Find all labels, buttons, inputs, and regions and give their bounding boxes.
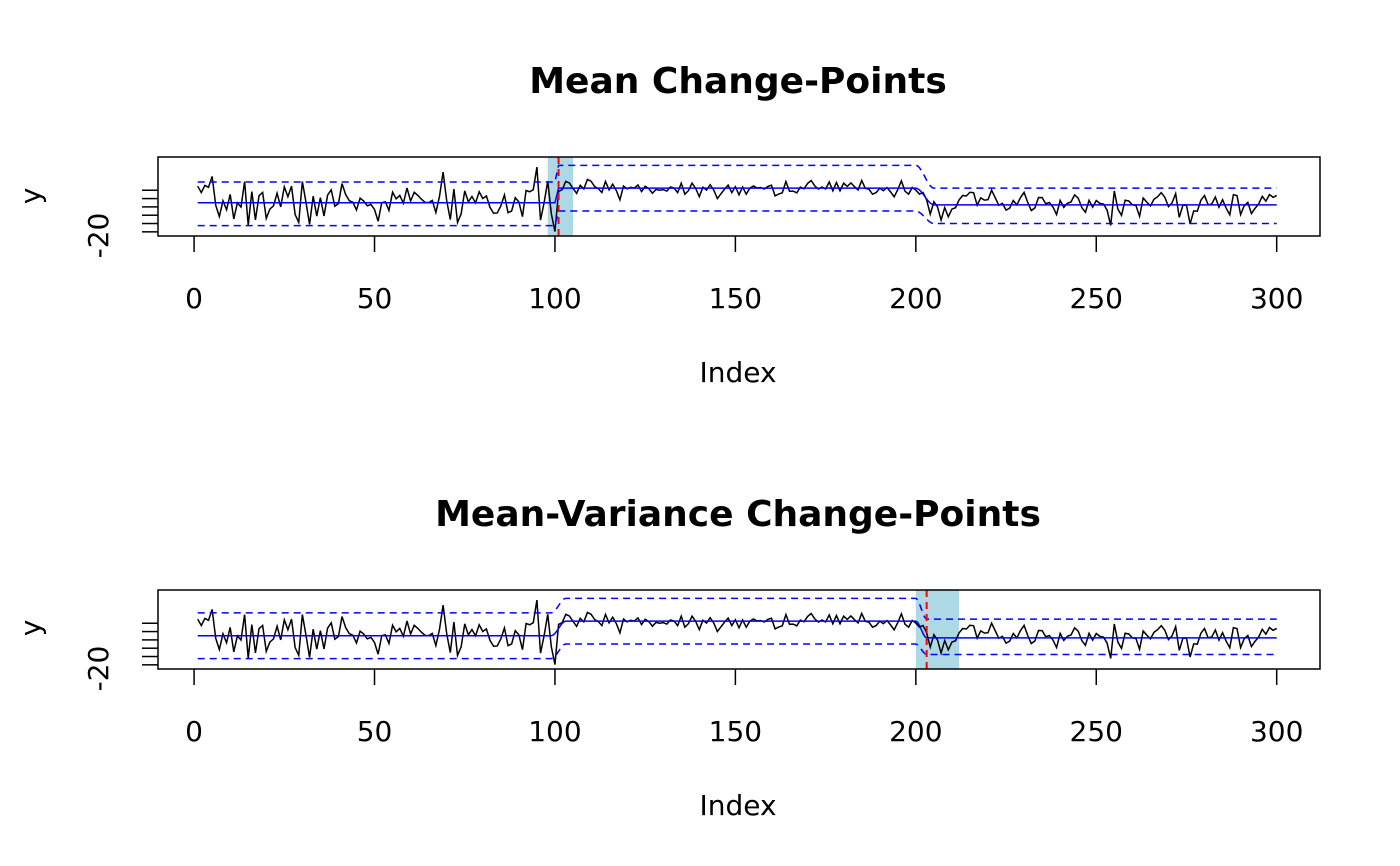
x-tick-label: 0 (185, 715, 203, 748)
x-tick-label: 250 (1070, 282, 1123, 315)
plot-frame (157, 156, 1321, 237)
lower-band-line (197, 643, 1277, 660)
x-tick-label: 300 (1250, 282, 1303, 315)
chart-title: Mean Change-Points (529, 61, 947, 102)
y-axis-label: y (14, 188, 47, 205)
mean-variance-changepoints-panel: Mean-Variance Change-Points Index y 0 50 1… (14, 494, 1321, 822)
x-tick-label: 50 (357, 282, 393, 315)
upper-band-line (197, 597, 1277, 620)
series-line (197, 599, 1278, 665)
changepoint-interval (915, 590, 960, 669)
chart-title: Mean-Variance Change-Points (435, 494, 1041, 535)
upper-band-line (197, 164, 1277, 189)
mean-changepoints-panel: Mean Change-Points Index y 0 50 100 150 200 2… (14, 61, 1321, 389)
plot-frame (157, 589, 1321, 670)
y-tick-label: -20 (82, 213, 115, 259)
y-axis-label: y (14, 620, 47, 637)
y-tick-label: -20 (82, 646, 115, 692)
x-tick-label: 200 (889, 715, 942, 748)
x-tick-label: 50 (357, 715, 393, 748)
x-tick-label: 300 (1250, 715, 1303, 748)
x-axis-label: Index (699, 356, 776, 389)
x-tick-label: 250 (1070, 715, 1123, 748)
changepoint-interval (547, 157, 573, 236)
x-tick-label: 150 (709, 715, 762, 748)
x-tick-label: 0 (185, 282, 203, 315)
x-tick-label: 100 (528, 282, 581, 315)
fitted-mean-line (197, 187, 1277, 206)
series-line (197, 166, 1278, 232)
x-axis-label: Index (699, 789, 776, 822)
x-tick-label: 150 (709, 282, 762, 315)
x-tick-label: 200 (889, 282, 942, 315)
lower-band-line (197, 210, 1277, 227)
x-tick-label: 100 (528, 715, 581, 748)
fitted-mean-line (197, 620, 1277, 639)
